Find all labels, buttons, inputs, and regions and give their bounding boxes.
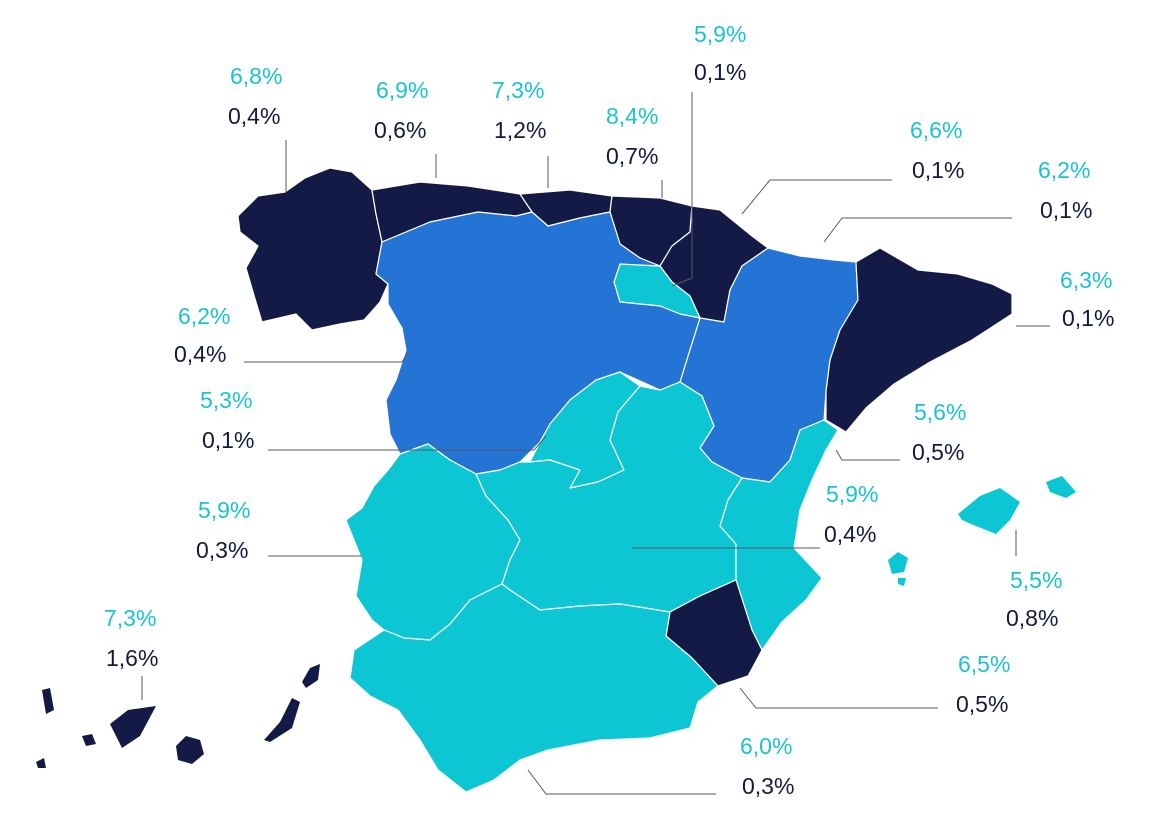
label-cantabria-primary: 7,3% — [492, 77, 544, 103]
label-castilla-leon-secondary: 0,4% — [174, 341, 226, 367]
label-la-rioja-primary: 6,6% — [910, 117, 962, 143]
label-cataluna-secondary: 0,1% — [1062, 305, 1114, 331]
leader-lines — [141, 92, 1050, 795]
label-andalucia-primary: 6,0% — [740, 733, 792, 759]
region-castilla-leon[interactable] — [375, 211, 701, 475]
label-valencia-secondary: 0,5% — [912, 439, 964, 465]
label-castilla-leon-primary: 6,2% — [178, 303, 230, 329]
label-pais-vasco-primary: 8,4% — [606, 103, 658, 129]
label-aragon-secondary: 0,1% — [1040, 197, 1092, 223]
region-andalucia[interactable] — [349, 583, 719, 793]
region-cataluna[interactable] — [825, 247, 1013, 433]
label-extremadura-primary: 5,9% — [198, 497, 250, 523]
label-castilla-la-mancha-secondary: 0,4% — [824, 521, 876, 547]
region-labels: 6,8% 0,4% 6,9% 0,6% 7,3% 1,2% 8,4% 0,7% … — [104, 21, 1114, 799]
label-madrid-secondary: 0,1% — [202, 427, 254, 453]
label-murcia-primary: 6,5% — [958, 651, 1010, 677]
region-galicia[interactable] — [237, 167, 389, 331]
label-extremadura-secondary: 0,3% — [196, 537, 248, 563]
label-pais-vasco-secondary: 0,7% — [606, 143, 658, 169]
label-canarias-secondary: 1,6% — [106, 645, 158, 671]
label-madrid-primary: 5,3% — [200, 387, 252, 413]
label-navarra-primary: 5,9% — [694, 21, 746, 47]
label-valencia-primary: 5,6% — [914, 399, 966, 425]
region-canarias[interactable] — [36, 664, 320, 768]
label-castilla-la-mancha-primary: 5,9% — [826, 481, 878, 507]
label-la-rioja-secondary: 0,1% — [912, 157, 964, 183]
label-galicia-secondary: 0,4% — [228, 103, 280, 129]
label-aragon-primary: 6,2% — [1038, 157, 1090, 183]
label-cantabria-secondary: 1,2% — [494, 117, 546, 143]
label-cataluna-primary: 6,3% — [1060, 267, 1112, 293]
label-baleares-primary: 5,5% — [1010, 567, 1062, 593]
label-canarias-primary: 7,3% — [104, 605, 156, 631]
region-baleares[interactable] — [888, 476, 1076, 586]
label-asturias-primary: 6,9% — [376, 77, 428, 103]
label-baleares-secondary: 0,8% — [1006, 605, 1058, 631]
label-galicia-primary: 6,8% — [230, 63, 282, 89]
label-andalucia-secondary: 0,3% — [742, 773, 794, 799]
label-murcia-secondary: 0,5% — [956, 691, 1008, 717]
label-navarra-secondary: 0,1% — [694, 59, 746, 85]
label-asturias-secondary: 0,6% — [374, 117, 426, 143]
region-valencia[interactable] — [719, 419, 839, 651]
